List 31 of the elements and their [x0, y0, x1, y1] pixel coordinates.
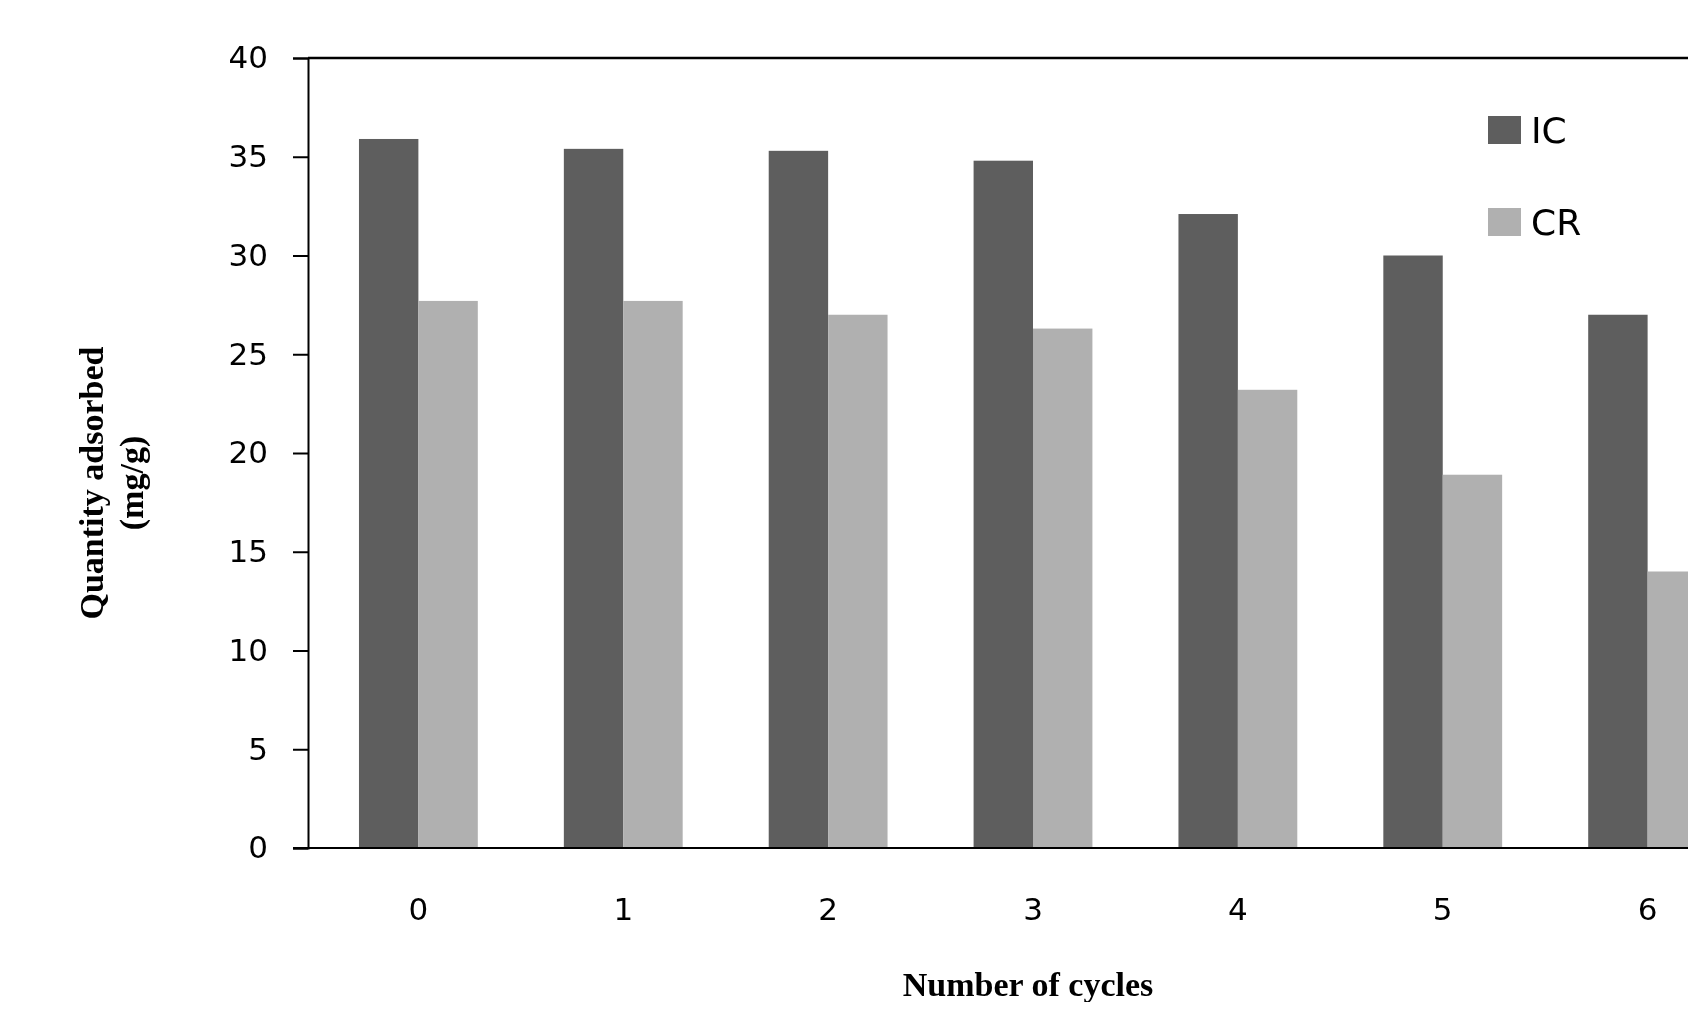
x-tick-label: 5 [1432, 891, 1453, 927]
x-tick-label: 6 [1637, 891, 1658, 927]
x-tick-label: 2 [818, 891, 838, 927]
bar [1442, 474, 1503, 848]
y-tick-label: 30 [228, 236, 268, 273]
x-tick-label: 4 [1228, 891, 1248, 927]
y-tick-label: 25 [228, 335, 268, 372]
y-axis-title: Quantity adsorbed (mg/g) [73, 346, 151, 620]
legend-label: CR [1531, 201, 1582, 243]
bar [623, 300, 683, 848]
bar [1033, 328, 1093, 848]
y-tick-label: 40 [228, 39, 268, 76]
bar [828, 314, 888, 848]
y-tick-label: 5 [248, 730, 268, 767]
y-tick-label: 0 [248, 829, 268, 866]
y-tick-label: 10 [228, 631, 268, 668]
bar [973, 160, 1033, 848]
bar [1383, 255, 1443, 848]
y-tick-label: 15 [228, 533, 268, 570]
legend-label: IC [1531, 109, 1567, 151]
bar [768, 150, 829, 848]
bar [563, 148, 624, 848]
bar [1237, 389, 1298, 848]
x-tick-label: 3 [1023, 891, 1043, 927]
y-tick-label: 20 [228, 434, 268, 471]
bar [418, 300, 478, 848]
bar [358, 138, 419, 848]
bar [1178, 214, 1238, 848]
y-tick-label: 35 [228, 138, 268, 175]
x-tick-label: 1 [613, 891, 634, 927]
x-tick-label: 0 [408, 891, 429, 927]
